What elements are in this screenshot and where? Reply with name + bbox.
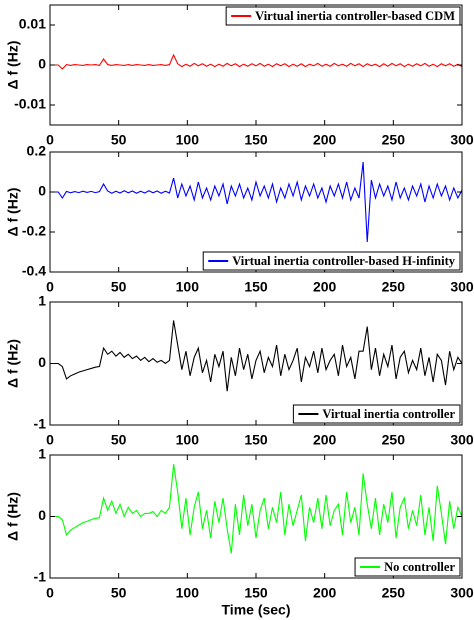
y-axis-label: Δ f (Hz) [5, 188, 21, 237]
x-tick-label: 200 [313, 279, 337, 295]
x-tick-label: 100 [176, 432, 200, 448]
y-axis-label: Δ f (Hz) [5, 492, 21, 541]
y-axis-label: Δ f (Hz) [5, 41, 21, 90]
legend: Virtual inertia controller [292, 404, 461, 424]
plot-area [50, 464, 462, 554]
legend: Virtual inertia controller-based CDM [225, 6, 461, 26]
legend-box [354, 557, 461, 577]
y-tick-label: -0.4 [22, 263, 46, 279]
x-tick-label: 50 [111, 432, 127, 448]
legend-box [292, 404, 461, 424]
subplot: 0 50 100 150 200 250 300 -0.4 -0.2 0 0.2 Δ f (Hz) Vi… [5, 143, 474, 295]
plot-area [50, 320, 462, 392]
legend-box [225, 6, 461, 26]
y-axis-label: Δ f (Hz) [5, 339, 21, 388]
y-tick-label: 0 [38, 56, 46, 72]
x-tick-label: 200 [313, 432, 337, 448]
x-tick-label: 0 [46, 132, 54, 148]
data-line [50, 320, 462, 392]
x-tick-label: 0 [46, 279, 54, 295]
x-tick-label: 200 [313, 132, 337, 148]
x-tick-label: 300 [450, 432, 474, 448]
x-tick-label: 50 [111, 585, 127, 601]
legend-label: Virtual inertia controller-based CDM [255, 9, 455, 23]
x-tick-label: 100 [176, 279, 200, 295]
y-tick-label: 0.01 [19, 16, 46, 32]
plot-area [50, 53, 462, 70]
y-tick-label: 0 [38, 507, 46, 523]
x-tick-label: 300 [450, 279, 474, 295]
x-tick-label: 250 [382, 279, 406, 295]
x-tick-label: 300 [450, 585, 474, 601]
legend: Virtual inertia controller-based H-infin… [202, 251, 461, 271]
x-tick-label: 50 [111, 279, 127, 295]
x-tick-label: 100 [176, 585, 200, 601]
x-tick-label: 150 [244, 585, 268, 601]
data-line [50, 464, 462, 554]
x-tick-label: 0 [46, 585, 54, 601]
y-tick-label: -0.01 [14, 96, 46, 112]
subplot: 0 50 100 150 200 250 300 -0.01 0 0.01 Δ f (Hz) Virt… [5, 4, 474, 148]
x-tick-label: 50 [111, 132, 127, 148]
legend: No controller [354, 557, 461, 577]
x-tick-label: 150 [244, 432, 268, 448]
y-tick-label: 0 [38, 354, 46, 370]
legend-label: Virtual inertia controller [322, 407, 455, 421]
y-tick-label: -1 [34, 416, 47, 432]
data-line [50, 161, 462, 243]
legend-label: Virtual inertia controller-based H-infin… [232, 254, 456, 268]
data-line [50, 53, 462, 70]
legend-label: No controller [384, 560, 455, 574]
y-tick-label: -1 [34, 569, 47, 585]
x-tick-label: 150 [244, 279, 268, 295]
y-tick-label: -0.2 [22, 223, 46, 239]
y-tick-label: 0.2 [27, 143, 47, 159]
x-axis-label: Time (sec) [222, 602, 291, 618]
x-tick-label: 300 [450, 132, 474, 148]
y-tick-label: 1 [38, 446, 46, 462]
y-tick-label: 0 [38, 183, 46, 199]
x-tick-label: 250 [382, 132, 406, 148]
x-tick-label: 0 [46, 432, 54, 448]
y-tick-label: 1 [38, 293, 46, 309]
legend-box [202, 251, 461, 271]
plot-area [50, 161, 462, 243]
x-tick-label: 200 [313, 585, 337, 601]
x-tick-label: 250 [382, 432, 406, 448]
x-tick-label: 100 [176, 132, 200, 148]
x-tick-label: 150 [244, 132, 268, 148]
x-tick-label: 250 [382, 585, 406, 601]
